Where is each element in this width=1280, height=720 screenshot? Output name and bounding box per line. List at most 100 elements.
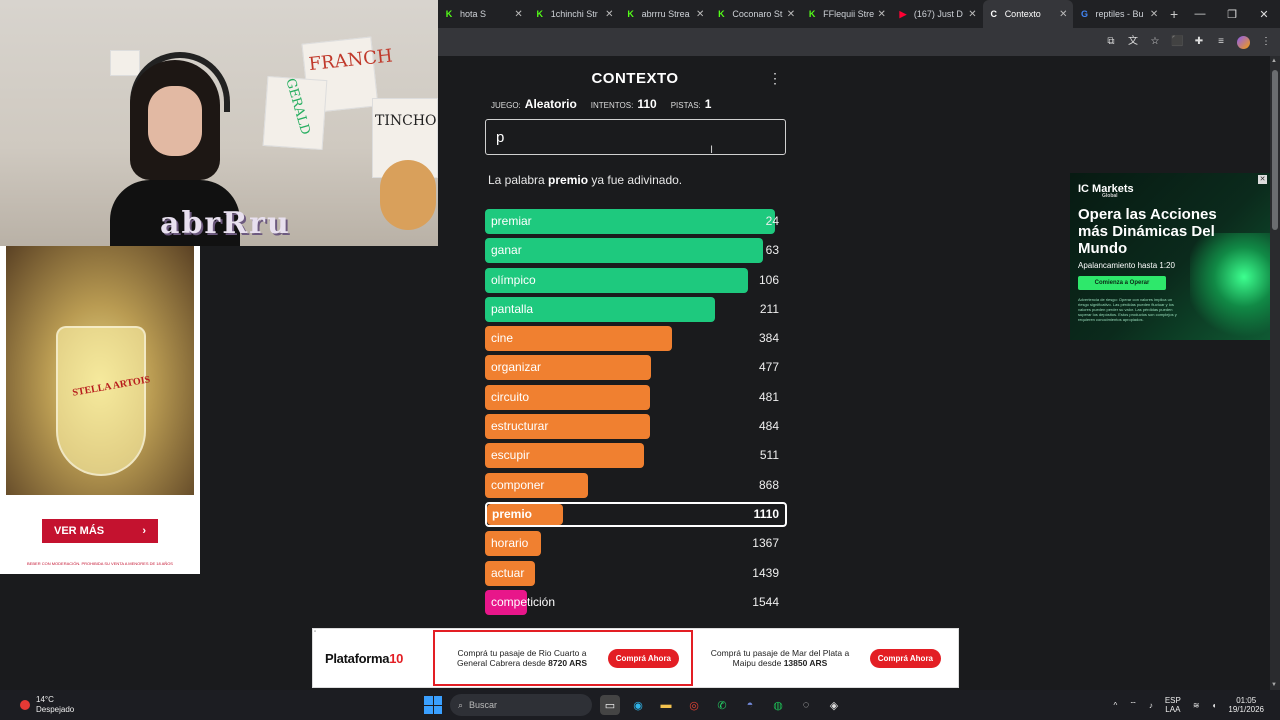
bottom-advertisement[interactable]: ▫ Plataforma10 Comprá tu pasaje de Rio C…	[312, 628, 959, 688]
windows-taskbar: 14°C Despejado ⌕ Buscar ▭ ◉ ▬ ◎ ✆ ◓ ◍ ◌ …	[0, 690, 1280, 720]
wall-note	[110, 50, 140, 76]
guess-row: circuito 481	[485, 384, 787, 410]
ver-mas-label: VER MÁS	[54, 525, 105, 537]
edge-icon[interactable]: ◉	[633, 699, 643, 712]
guess-row: premiar 24	[485, 209, 787, 234]
ad-offer[interactable]: Comprá tu pasaje de Mar del Plata a Maip…	[693, 630, 953, 686]
guess-row: estructurar 484	[485, 414, 787, 440]
language-indicator[interactable]: ESP LAA	[1164, 696, 1181, 714]
guess-rank: 24	[765, 214, 779, 228]
guess-rank: 106	[758, 272, 779, 287]
guess-word: componer	[491, 477, 545, 492]
taskbar-search[interactable]: ⌕ Buscar	[450, 694, 592, 716]
buy-now-button[interactable]: Comprá Ahora	[869, 648, 941, 668]
file-explorer-icon[interactable]: ▬	[660, 699, 672, 711]
contexto-icon: C	[990, 9, 997, 19]
spotify-icon[interactable]: ◍	[773, 699, 783, 712]
close-tab-icon[interactable]: ✕	[695, 8, 705, 20]
status-message: La palabra premio ya fue adivinado.	[488, 173, 682, 187]
browser-tab[interactable]: K FFlequii Stre ✕	[801, 0, 892, 28]
volume-icon[interactable]: ◖	[1211, 700, 1217, 710]
guess-word: olímpico	[491, 272, 536, 287]
ver-mas-button[interactable]: VER MÁS ›	[42, 519, 158, 543]
similarity-bar	[485, 326, 673, 352]
similarity-bar	[485, 296, 715, 322]
media-icon[interactable]: ≡	[1218, 36, 1224, 47]
more-options-icon[interactable]: ⋮	[768, 70, 782, 86]
browser-tab[interactable]: K Coconaro St ✕	[710, 0, 801, 28]
streamer-name-overlay: abrRru	[160, 206, 291, 241]
profile-avatar[interactable]	[1237, 35, 1250, 49]
page-title: CONTEXTO	[591, 70, 679, 87]
wifi-icon[interactable]: ≋	[1192, 700, 1200, 710]
browser-tab[interactable]: K 1chinchi Str ✕	[529, 0, 620, 28]
attempts-value: 110	[637, 97, 657, 111]
browser-tab[interactable]: C Contexto ✕	[982, 0, 1074, 28]
taskbar-apps: ⌕ Buscar ▭ ◉ ▬ ◎ ✆ ◓ ◍ ◌ ◈	[424, 694, 844, 716]
wall-sign-text: GERALD	[282, 76, 313, 137]
guess-word: premio	[492, 506, 533, 521]
extension-shield-icon[interactable]: ⬛	[1171, 36, 1184, 47]
tab-title: Contexto	[1004, 9, 1041, 19]
ad-offer[interactable]: Comprá tu pasaje de Rio Cuarto a General…	[433, 630, 693, 686]
right-advertisement[interactable]: ✕ IC Markets Global Opera las Acciones má…	[1070, 173, 1270, 340]
tab-title: Coconaro St	[732, 9, 783, 19]
guess-word: ganar	[491, 243, 522, 258]
chevron-up-icon[interactable]: ^	[1113, 700, 1118, 710]
buy-now-button[interactable]: Comprá Ahora	[607, 648, 679, 668]
kick-icon: K	[808, 9, 816, 19]
scroll-down-icon[interactable]: ▼	[1271, 682, 1277, 688]
network-icon[interactable]: ⌔	[1129, 700, 1137, 709]
guess-row: pantalla 211	[485, 296, 787, 322]
left-advertisement[interactable]: STELLA ARTOIS VER MÁS › BEBER CON MODERA…	[0, 246, 200, 574]
chrome-icon[interactable]: ◎	[689, 699, 699, 712]
whatsapp-icon[interactable]: ✆	[717, 699, 727, 712]
scroll-up-icon[interactable]: ▲	[1271, 58, 1277, 64]
guess-rank: 1110	[753, 506, 779, 521]
app-icon[interactable]: ◈	[829, 699, 839, 712]
bookmark-star-icon[interactable]: ☆	[1150, 36, 1160, 47]
guess-input[interactable]	[485, 119, 786, 155]
guess-word: circuito	[491, 389, 530, 404]
discord-icon[interactable]: ◓	[746, 699, 754, 711]
close-tab-icon[interactable]: ✕	[968, 8, 977, 20]
page-scrollbar[interactable]: ▲ ▼	[1270, 56, 1280, 690]
ad-close-icon[interactable]: ✕	[1258, 175, 1267, 184]
maximize-icon[interactable]: ❐	[1227, 8, 1237, 21]
ad-cta-button[interactable]: Comienza a Operar	[1078, 276, 1166, 290]
weather-widget[interactable]: 14°C Despejado	[0, 695, 240, 715]
task-view-icon[interactable]: ▭	[600, 695, 620, 715]
guess-row: olímpico 106	[485, 267, 787, 293]
ad-headline: Opera las Acciones más Dinámicas Del Mun…	[1078, 206, 1217, 257]
similarity-bar	[485, 560, 535, 586]
guess-word: actuar	[491, 565, 525, 580]
scrollbar-thumb[interactable]	[1272, 70, 1278, 230]
obs-icon[interactable]: ◌	[802, 699, 810, 711]
menu-icon[interactable]: ⋮	[1261, 36, 1271, 47]
guess-row: componer 868	[485, 472, 787, 498]
close-tab-icon[interactable]: ✕	[514, 8, 523, 20]
clock[interactable]: 01:05 19/1/2026	[1228, 696, 1264, 714]
close-tab-icon[interactable]: ✕	[877, 8, 886, 20]
teddy-bear	[380, 160, 436, 230]
beer-glass	[56, 326, 146, 476]
microphone-icon[interactable]: ♪	[1148, 700, 1153, 710]
browser-tab[interactable]: ▶ (167) Just D ✕	[892, 0, 983, 28]
close-tab-icon[interactable]: ✕	[1059, 8, 1068, 20]
translate-icon[interactable]: 文	[1128, 36, 1138, 47]
new-tab-button[interactable]: +	[1170, 6, 1179, 22]
close-tab-icon[interactable]: ✕	[605, 8, 614, 20]
weather-icon	[20, 700, 30, 710]
cast-icon[interactable]: ⧉	[1107, 36, 1115, 47]
minimize-icon[interactable]: —	[1194, 7, 1206, 20]
ad-info-icon[interactable]: ▫	[314, 629, 317, 635]
close-tab-icon[interactable]: ✕	[1149, 8, 1159, 20]
extensions-icon[interactable]: ✚	[1194, 36, 1204, 47]
windows-start-icon[interactable]	[424, 696, 442, 714]
close-window-icon[interactable]: ✕	[1259, 8, 1269, 21]
game-label: JUEGO:	[491, 101, 521, 110]
close-tab-icon[interactable]: ✕	[786, 8, 796, 20]
